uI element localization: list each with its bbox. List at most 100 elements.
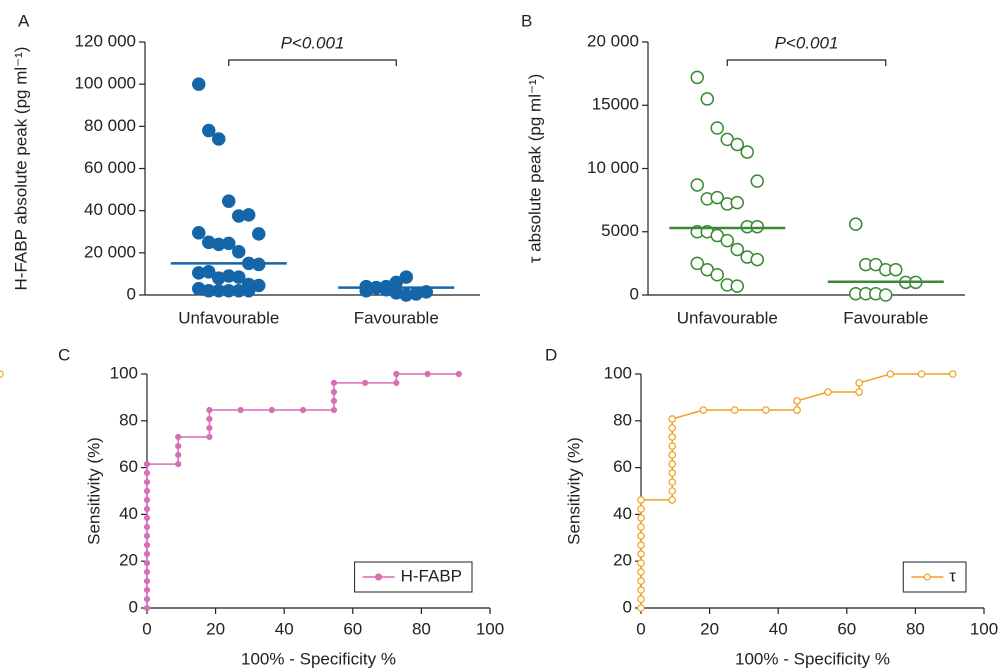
data-point [232,245,246,259]
y-tick-label: 5000 [601,221,639,240]
data-point [740,145,754,159]
y-tick-label: 40 [119,504,138,523]
x-tick-label: Unfavourable [178,308,279,327]
roc-point [330,406,338,414]
data-point [889,262,903,277]
legend-label: H-FABP [401,566,462,585]
y-tick-label: 0 [630,284,639,303]
roc-point [637,523,645,531]
roc-point [143,523,151,531]
roc-point [143,496,151,503]
y-tick-label: 60 [119,457,138,476]
roc-point [699,406,708,414]
annotation: P<0.001 [281,33,345,52]
roc-point [668,469,677,477]
data-point [690,70,704,85]
roc-point [637,514,645,522]
roc-point [424,370,431,378]
roc-point [762,406,770,414]
data-point [252,227,266,241]
roc-point [637,586,645,594]
data-point [212,132,226,146]
y-tick-label: 80 [119,410,138,429]
roc-point [855,379,863,387]
data-point [750,174,764,188]
data-point [399,270,413,284]
data-point [690,178,704,192]
data-point [710,268,724,282]
data-point [730,195,744,210]
y-axis-title: Sensitivity (%) [84,437,103,545]
data-point [750,252,764,267]
roc-point [143,460,151,468]
x-tick-label: 60 [837,619,856,638]
y-axis-title: Sensitivity (%) [564,437,583,545]
roc-point [668,424,677,432]
x-tick-label: Favourable [354,308,439,327]
panel-label: D [545,345,557,364]
data-point [849,217,863,231]
roc-point [637,577,645,585]
roc-point [143,469,151,477]
roc-point [793,406,801,414]
y-axis-title: H-FABP absolute peak (pg ml⁻¹) [11,47,30,291]
x-tick-label: 0 [636,619,645,638]
roc-point [330,388,338,396]
y-tick-label: 20 [119,551,138,570]
roc-point [143,550,151,558]
data-point [202,123,216,138]
annotation: P<0.001 [775,33,839,52]
legend-label: τ [949,566,956,585]
data-point [720,233,734,248]
roc-point [175,460,182,468]
roc-point [637,568,645,576]
roc-point [143,479,151,486]
roc-point [206,415,213,423]
roc-point [793,397,801,405]
data-point [222,194,236,208]
x-tick-label: 80 [412,619,431,638]
x-tick-label: 60 [343,619,362,638]
roc-point [0,370,4,378]
legend-marker [374,573,383,581]
y-tick-label: 120 000 [75,31,136,50]
y-tick-label: 15000 [592,95,639,114]
y-tick-label: 40 [613,504,632,523]
roc-point [393,370,400,378]
y-tick-label: 0 [129,597,138,616]
y-tick-label: 0 [623,597,632,616]
roc-point [917,370,926,378]
roc-point [362,379,369,386]
roc-point [143,577,151,585]
panel-label: B [521,11,532,30]
roc-point [637,496,645,504]
x-tick-label: 80 [906,619,925,638]
x-axis-title: 100% - Specificity % [241,649,396,668]
roc-point [143,596,151,603]
x-tick-label: 20 [206,619,225,638]
data-point [730,137,744,152]
roc-point [948,370,957,378]
roc-point [455,370,462,378]
x-axis-title: 100% - Specificity % [735,649,890,668]
roc-point [143,559,151,567]
y-tick-label: 80 [613,410,632,429]
roc-point [143,604,151,612]
roc-point [668,433,677,441]
roc-point [637,550,645,558]
roc-point [330,379,338,386]
roc-point [824,388,832,396]
data-point [730,279,744,293]
roc-point [668,478,677,486]
data-point [242,284,256,298]
roc-point [637,559,645,567]
y-tick-label: 20 [613,551,632,570]
panel-label: C [58,345,70,364]
data-point [710,190,724,205]
y-tick-label: 100 [110,363,138,382]
x-tick-label: 100 [970,619,998,638]
roc-point [175,451,182,459]
roc-point [668,487,677,495]
roc-point [237,406,244,414]
y-axis-title: τ absolute peak (pg ml⁻¹) [525,74,544,264]
